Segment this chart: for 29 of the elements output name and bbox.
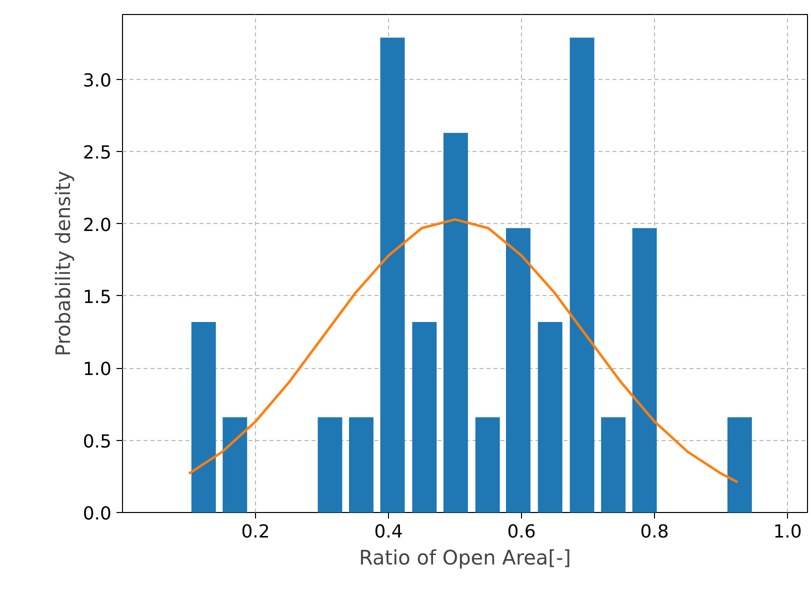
bar	[443, 132, 468, 512]
bar	[727, 417, 752, 512]
x-tick-label: 0.8	[640, 522, 669, 542]
y-tick-label: 3.0	[82, 70, 112, 92]
x-tick-label: 1.0	[773, 522, 802, 542]
bar	[538, 322, 562, 512]
bar	[318, 417, 342, 512]
y-tick-label: 1.5	[82, 286, 112, 308]
bar	[191, 322, 216, 512]
bar	[349, 417, 374, 512]
bar	[380, 38, 405, 512]
bar	[475, 417, 500, 512]
bar	[222, 417, 248, 512]
bar	[412, 322, 437, 512]
bar	[632, 228, 657, 512]
y-tick-label: 2.5	[82, 142, 112, 164]
y-tick-label: 2.0	[82, 214, 112, 236]
x-tick-label: 0.2	[241, 522, 270, 542]
y-axis-title: Probability density	[50, 170, 75, 356]
bar	[506, 228, 530, 512]
x-axis-title: Ratio of Open Area[-]	[359, 546, 571, 570]
y-tick-label: 0.5	[82, 431, 112, 452]
x-tick-label: 0.6	[507, 522, 536, 542]
bar	[601, 417, 626, 512]
x-tick-label: 0.4	[374, 522, 403, 542]
bar	[570, 38, 594, 512]
y-tick-label: 1.0	[82, 359, 112, 380]
line-series	[188, 218, 739, 484]
y-tick-label: 0.0	[82, 504, 112, 524]
